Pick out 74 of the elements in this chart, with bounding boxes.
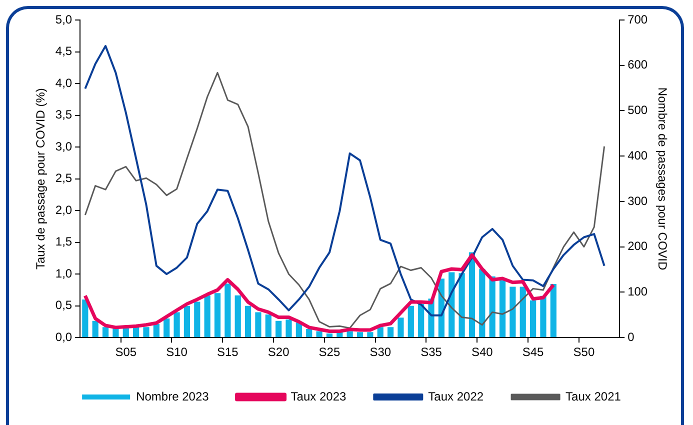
bar [387, 327, 394, 338]
bar [418, 304, 424, 338]
y-tick-label: 2,0 [55, 202, 72, 217]
bar [550, 284, 556, 338]
y-tick-label: 0,5 [55, 298, 72, 312]
y2-tick-label: 500 [628, 103, 648, 118]
bar [122, 328, 129, 338]
bar [458, 273, 465, 338]
bar [153, 324, 160, 338]
y-tick-label: 5,0 [55, 12, 72, 26]
x-tick-label: S05 [115, 345, 137, 360]
bar [204, 295, 210, 338]
y2-tick-label: 600 [628, 58, 648, 72]
y-tick-label: 1,0 [55, 266, 72, 280]
bar [276, 320, 282, 338]
x-tick-label: S10 [166, 345, 188, 360]
bar [326, 334, 333, 338]
y-tick-label: 1,5 [55, 234, 72, 249]
y2-tick-label: 700 [628, 12, 648, 26]
bar [234, 295, 241, 338]
bar [499, 280, 506, 338]
y-axis-title: Taux de passage pour COVID (%) [34, 88, 48, 270]
bar [255, 312, 262, 338]
bar [164, 318, 170, 338]
y2-tick-label: 200 [628, 239, 648, 254]
y-tick-label: 4,5 [55, 44, 72, 58]
x-tick-label: S25 [318, 345, 340, 360]
y-tick-label: 3,5 [55, 108, 72, 122]
y-tick-label: 4,0 [55, 76, 72, 90]
x-tick-label: S50 [573, 345, 595, 360]
legend-label: Nombre 2023 [136, 389, 210, 404]
bar [214, 293, 221, 338]
x-tick-label: S40 [471, 345, 494, 360]
x-tick-label: S15 [217, 345, 239, 360]
bar [530, 300, 536, 338]
x-tick-label: S35 [420, 345, 442, 360]
legend-label: Taux 2021 [566, 389, 622, 404]
bar [510, 286, 516, 338]
bar [520, 286, 526, 338]
bar [367, 332, 374, 338]
bar [102, 327, 109, 338]
y-tick-label: 3,0 [55, 139, 72, 154]
y2-tick-label: 300 [628, 194, 648, 208]
y2-tick-label: 100 [628, 284, 648, 299]
x-tick-label: S45 [522, 345, 544, 360]
bar [133, 327, 140, 338]
bar [479, 269, 486, 338]
bar [540, 296, 546, 338]
bar [265, 314, 272, 338]
bar [174, 312, 180, 338]
bar [143, 327, 150, 338]
y2-tick-label: 0 [628, 330, 635, 344]
bar [184, 306, 190, 338]
legend-label: Taux 2022 [428, 389, 484, 404]
bar [82, 299, 88, 338]
x-tick-label: S30 [370, 345, 392, 360]
bar [92, 320, 98, 338]
bar [286, 319, 292, 338]
y-tick-label: 2,5 [55, 171, 72, 186]
y2-tick-label: 400 [628, 148, 648, 162]
y-tick-label: 0,0 [55, 330, 72, 344]
bar [398, 318, 404, 338]
bar [194, 302, 200, 338]
bar [408, 306, 414, 338]
bar [346, 331, 353, 338]
x-tick-label: S20 [268, 345, 290, 360]
legend-label: Taux 2023 [290, 389, 346, 404]
bar [224, 284, 231, 338]
y2-axis-title: Nombre de passages pour COVID [655, 87, 670, 271]
bar [356, 332, 364, 338]
bar [244, 306, 252, 338]
bar [306, 328, 312, 338]
bar [377, 327, 384, 338]
bar [316, 331, 322, 338]
